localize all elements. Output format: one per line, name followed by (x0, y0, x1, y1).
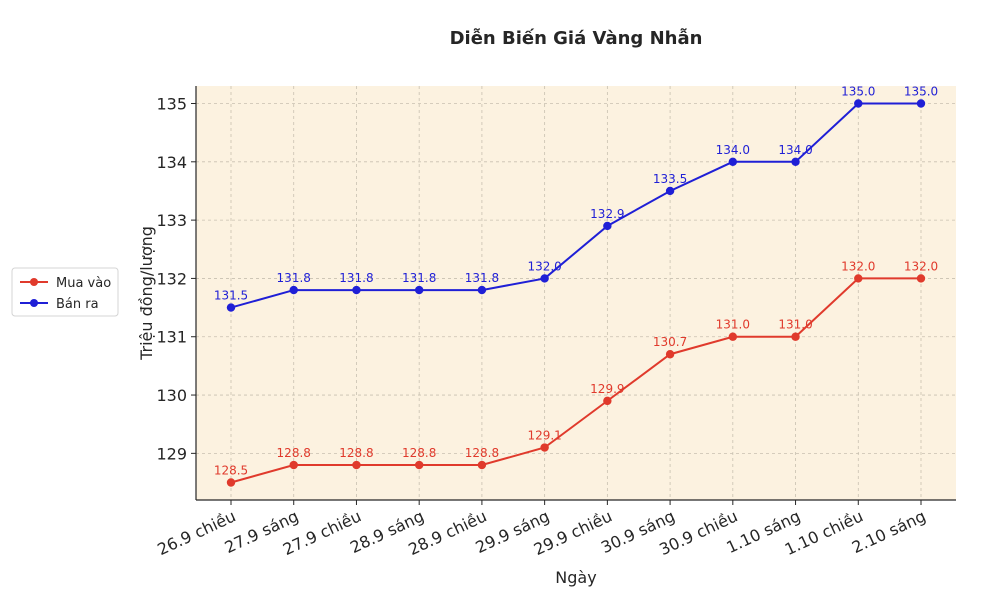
data-point (226, 478, 236, 487)
y-tick-label: 134 (156, 153, 187, 172)
legend-label: Bán ra (56, 297, 99, 312)
data-point (477, 460, 487, 470)
data-label: 132.0 (527, 259, 561, 273)
data-label: 128.8 (277, 446, 311, 460)
y-tick-label: 135 (156, 94, 187, 113)
data-point (540, 443, 549, 452)
data-point (540, 274, 549, 283)
data-label: 133.5 (653, 172, 687, 186)
y-tick-label: 133 (156, 211, 187, 230)
data-point (477, 285, 487, 295)
data-label: 129.9 (590, 382, 624, 396)
data-label: 131.8 (465, 271, 499, 285)
data-point (916, 274, 926, 283)
legend-marker (30, 278, 38, 286)
data-label: 131.5 (214, 289, 248, 303)
data-point (791, 332, 800, 341)
data-point (728, 332, 738, 341)
y-tick-label: 129 (156, 444, 187, 463)
data-point (352, 460, 361, 470)
data-label: 134.0 (778, 143, 812, 157)
data-label: 132.9 (590, 207, 624, 221)
y-axis-title: Triệu đồng/lượng (137, 226, 156, 361)
data-label: 130.7 (653, 335, 687, 349)
data-label: 129.1 (527, 429, 561, 443)
data-label: 131.8 (402, 271, 436, 285)
data-label: 132.0 (904, 259, 938, 273)
series-layer: 128.5 128.8 128.8 128.8 128.8 129.1 129.9 130.7… (214, 84, 938, 487)
data-label: 135.0 (904, 84, 938, 98)
data-point (289, 460, 298, 470)
grid (196, 86, 956, 500)
data-point (854, 99, 863, 108)
data-label: 128.8 (339, 446, 373, 460)
y-tick-label: 132 (156, 269, 187, 288)
data-label: 128.8 (402, 446, 436, 460)
x-axis-title: Ngày (555, 568, 596, 587)
series-line (230, 102, 921, 309)
data-label: 131.8 (277, 271, 311, 285)
data-label: 131.8 (339, 271, 373, 285)
series-1: 128.5 128.8 128.8 128.8 128.8 129.1 129.9 130.7… (214, 259, 938, 487)
legend-item: Bán ra (20, 297, 99, 312)
chart-title: Diễn Biến Giá Vàng Nhẫn (450, 27, 703, 49)
data-label: 128.5 (214, 464, 248, 478)
data-point (414, 460, 424, 470)
data-point (665, 186, 675, 196)
data-point (603, 396, 612, 406)
y-tick-label: 131 (156, 328, 187, 347)
data-label: 132.0 (841, 259, 875, 273)
data-point (728, 157, 738, 167)
legend-label: Mua vào (56, 276, 111, 291)
data-label: 134.0 (716, 143, 750, 157)
data-label: 128.8 (465, 446, 499, 460)
series-line (230, 277, 921, 484)
data-point (854, 274, 863, 283)
data-point (226, 303, 236, 312)
series-2: 131.5 131.8 131.8 131.8 131.8 132.0 132.9 133.5… (214, 84, 938, 312)
data-label: 131.0 (716, 318, 750, 332)
data-point (289, 285, 298, 295)
data-label: 131.0 (778, 318, 812, 332)
legend-item: Mua vào (20, 276, 111, 291)
legend-marker (30, 299, 38, 307)
plot-area (196, 86, 956, 500)
data-point (916, 99, 926, 108)
data-label: 135.0 (841, 84, 875, 98)
y-tick-label: 130 (156, 386, 187, 405)
data-point (791, 157, 800, 167)
legend: Mua vào Bán ra (11, 267, 119, 317)
data-point (665, 350, 675, 359)
data-point (352, 285, 361, 295)
data-point (414, 285, 424, 295)
data-point (603, 221, 612, 231)
